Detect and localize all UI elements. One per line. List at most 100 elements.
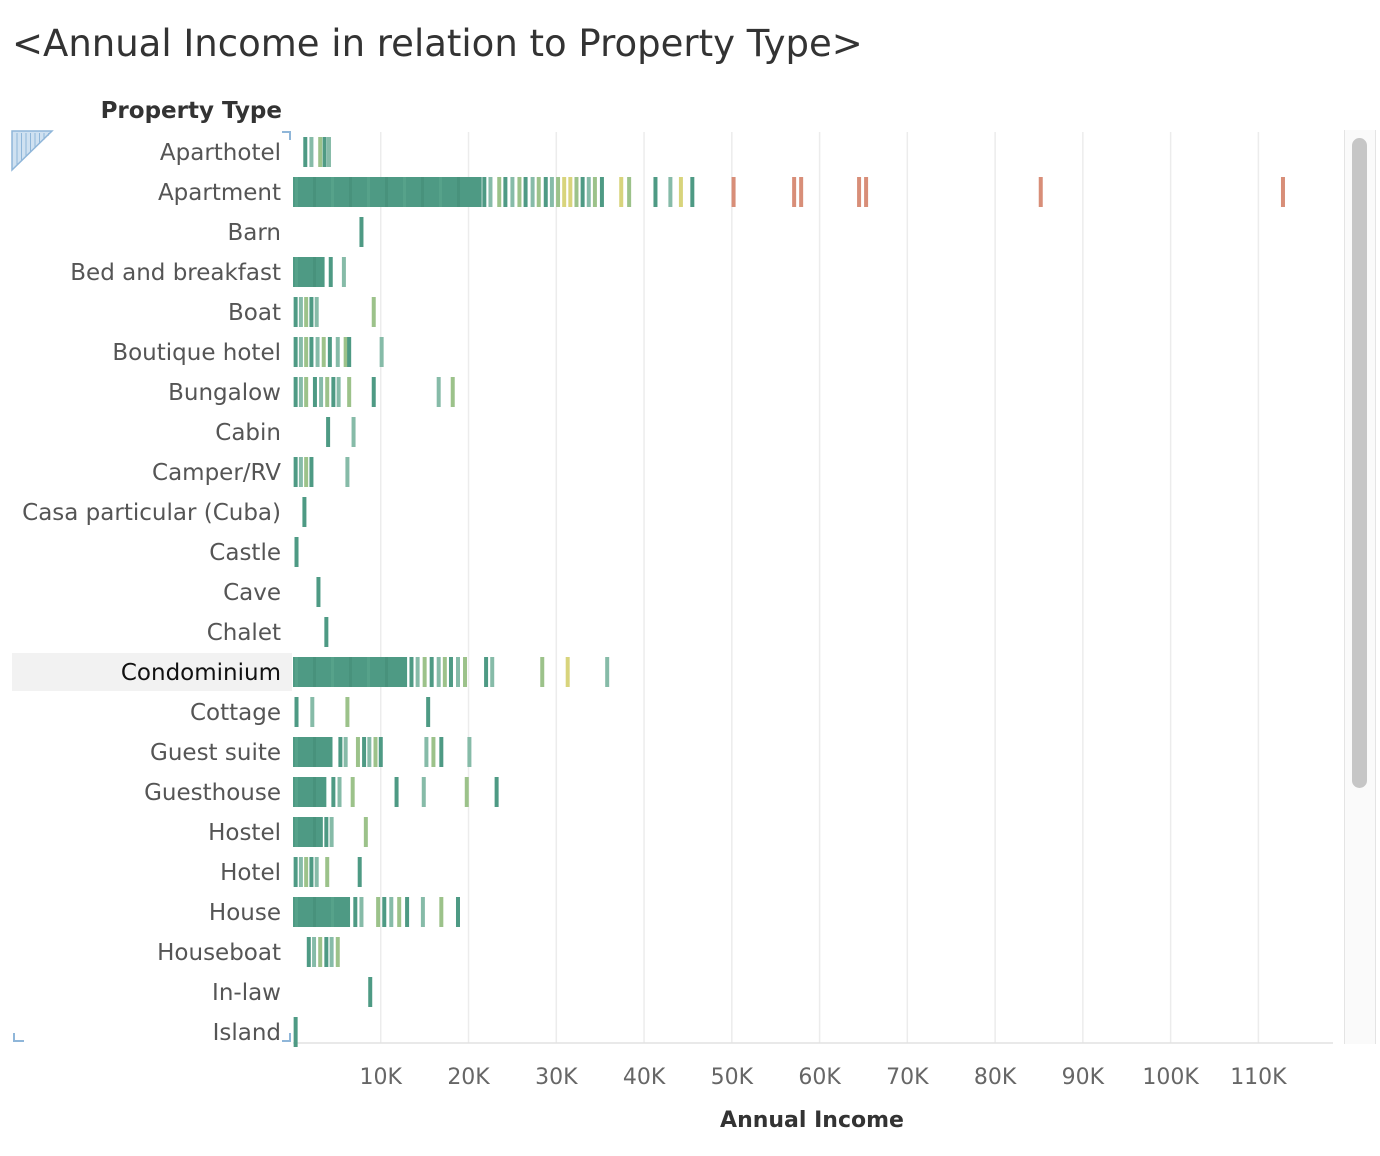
data-mark[interactable] (371, 297, 376, 327)
data-mark[interactable] (490, 657, 495, 687)
data-mark[interactable] (341, 257, 346, 287)
data-mark[interactable] (293, 337, 298, 367)
data-mark[interactable] (335, 937, 340, 967)
category-label[interactable]: Condominium (121, 660, 281, 686)
data-mark[interactable] (405, 897, 410, 927)
data-mark[interactable] (376, 897, 381, 927)
data-mark[interactable] (448, 657, 453, 687)
data-mark[interactable] (363, 817, 368, 847)
data-mark[interactable] (463, 657, 468, 687)
category-label[interactable]: Bungalow (168, 380, 281, 406)
dense-band[interactable] (293, 777, 327, 807)
category-label[interactable]: Chalet (207, 620, 281, 646)
data-mark[interactable] (322, 137, 327, 167)
data-mark[interactable] (517, 177, 522, 207)
category-label[interactable]: Houseboat (157, 940, 281, 966)
data-mark[interactable] (304, 297, 309, 327)
category-label[interactable]: House (209, 900, 281, 926)
data-mark[interactable] (321, 337, 326, 367)
data-mark[interactable] (565, 657, 570, 687)
data-mark[interactable] (345, 697, 350, 727)
data-mark[interactable] (314, 297, 319, 327)
vertical-scrollbar[interactable] (1344, 130, 1376, 1044)
data-mark[interactable] (371, 377, 376, 407)
data-mark[interactable] (678, 177, 683, 207)
data-mark[interactable] (510, 177, 515, 207)
data-mark[interactable] (309, 457, 314, 487)
category-label[interactable]: In-law (212, 980, 281, 1006)
data-mark[interactable] (378, 737, 383, 767)
data-mark[interactable] (328, 257, 333, 287)
data-mark[interactable] (294, 697, 299, 727)
data-mark[interactable] (389, 897, 394, 927)
data-mark[interactable] (439, 737, 444, 767)
data-mark[interactable] (345, 457, 350, 487)
data-mark[interactable] (325, 377, 330, 407)
data-mark[interactable] (298, 297, 303, 327)
data-mark[interactable] (429, 657, 434, 687)
data-mark[interactable] (397, 897, 402, 927)
data-mark[interactable] (355, 737, 360, 767)
data-mark[interactable] (302, 497, 307, 527)
data-mark[interactable] (494, 777, 499, 807)
data-mark[interactable] (530, 177, 535, 207)
data-mark[interactable] (1038, 177, 1043, 207)
data-mark[interactable] (586, 177, 591, 207)
data-mark[interactable] (422, 657, 427, 687)
data-mark[interactable] (312, 377, 317, 407)
data-mark[interactable] (353, 897, 358, 927)
data-mark[interactable] (324, 617, 329, 647)
data-mark[interactable] (543, 177, 548, 207)
category-label[interactable]: Bed and breakfast (70, 260, 281, 286)
data-mark[interactable] (436, 377, 441, 407)
scrollbar-thumb[interactable] (1352, 138, 1367, 788)
data-mark[interactable] (294, 537, 299, 567)
data-mark[interactable] (556, 177, 561, 207)
data-mark[interactable] (315, 337, 320, 367)
data-mark[interactable] (326, 137, 331, 167)
dense-band[interactable] (293, 257, 325, 287)
data-mark[interactable] (415, 657, 420, 687)
data-mark[interactable] (310, 697, 315, 727)
data-mark[interactable] (394, 777, 399, 807)
data-mark[interactable] (309, 297, 314, 327)
data-mark[interactable] (1280, 177, 1285, 207)
data-mark[interactable] (857, 177, 862, 207)
dense-band[interactable] (293, 737, 333, 767)
data-mark[interactable] (605, 657, 610, 687)
data-mark[interactable] (325, 857, 330, 887)
data-mark[interactable] (293, 457, 298, 487)
category-label[interactable]: Casa particular (Cuba) (22, 500, 281, 526)
data-mark[interactable] (421, 777, 426, 807)
data-mark[interactable] (293, 297, 298, 327)
data-mark[interactable] (455, 657, 460, 687)
data-mark[interactable] (351, 417, 356, 447)
data-mark[interactable] (331, 777, 336, 807)
data-mark[interactable] (329, 937, 334, 967)
data-mark[interactable] (327, 337, 332, 367)
data-mark[interactable] (316, 577, 321, 607)
data-mark[interactable] (326, 417, 331, 447)
data-mark[interactable] (431, 737, 436, 767)
data-mark[interactable] (536, 177, 541, 207)
data-mark[interactable] (304, 457, 309, 487)
data-mark[interactable] (304, 857, 309, 887)
data-mark[interactable] (690, 177, 695, 207)
data-mark[interactable] (293, 377, 298, 407)
data-mark[interactable] (303, 137, 308, 167)
data-mark[interactable] (540, 657, 545, 687)
data-mark[interactable] (731, 177, 736, 207)
data-mark[interactable] (497, 177, 502, 207)
category-label[interactable]: Barn (227, 220, 281, 246)
data-mark[interactable] (336, 377, 341, 407)
data-mark[interactable] (409, 657, 414, 687)
data-mark[interactable] (424, 737, 429, 767)
data-mark[interactable] (309, 137, 314, 167)
data-mark[interactable] (347, 377, 352, 407)
category-label[interactable]: Cave (223, 580, 281, 606)
data-mark[interactable] (799, 177, 804, 207)
data-mark[interactable] (668, 177, 673, 207)
data-mark[interactable] (359, 217, 364, 247)
data-mark[interactable] (312, 937, 317, 967)
category-label[interactable]: Apartment (158, 180, 281, 206)
